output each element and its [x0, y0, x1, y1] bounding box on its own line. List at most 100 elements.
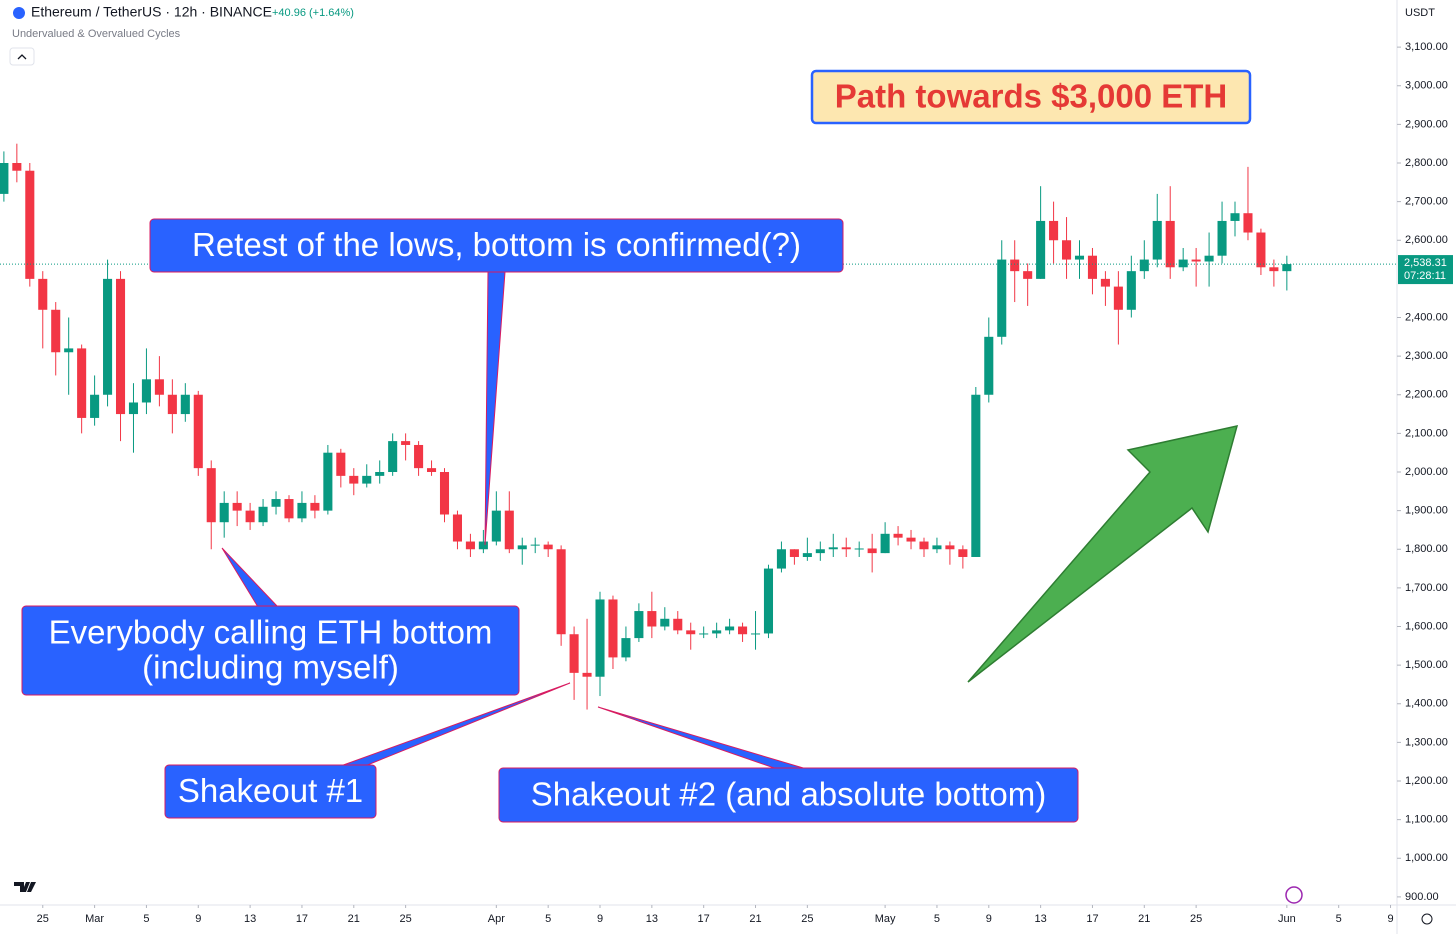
candle-body: [103, 278, 113, 395]
candle-body: [1178, 259, 1188, 268]
candle-body: [517, 545, 527, 550]
x-tick-label: 9: [1387, 913, 1393, 925]
settings-icon[interactable]: [1421, 913, 1433, 925]
candle-body: [932, 545, 942, 550]
logo: [14, 882, 36, 892]
x-tick-label: 9: [986, 913, 992, 925]
candle-body: [64, 348, 74, 353]
x-tick-label: 25: [399, 913, 411, 925]
candle-body: [1074, 255, 1085, 260]
candle-body: [673, 618, 683, 631]
y-tick-label: 1,600.00: [1405, 620, 1448, 632]
x-tick-label: Apr: [488, 913, 505, 925]
change: +40.96 (+1.64%): [272, 7, 354, 19]
y-tick-label: 1,400.00: [1405, 698, 1448, 710]
candle-body: [258, 506, 268, 523]
candle-body: [919, 541, 929, 550]
candle-body: [725, 626, 735, 631]
header: Ethereum / TetherUS · 12h · BINANCE +40.…: [9, 4, 1435, 925]
y-tick-label: 2,300.00: [1405, 350, 1448, 362]
x-tick-label: 17: [698, 913, 710, 925]
y-tick-label: 2,700.00: [1405, 196, 1448, 208]
last-price-box: [1398, 255, 1453, 285]
annotation-text: Shakeout #2 (and absolute bottom): [531, 776, 1047, 813]
collapse-icon: [17, 54, 27, 60]
candle-body: [180, 394, 190, 415]
candle-body: [1282, 264, 1292, 272]
candle-body: [1191, 259, 1201, 262]
candle-body: [893, 533, 903, 538]
candle-body: [465, 541, 475, 550]
candle-body: [0, 163, 9, 194]
candle-body: [1217, 220, 1227, 256]
candle-body: [206, 468, 216, 523]
candle-body: [375, 472, 385, 476]
symbol-icon: [13, 7, 25, 19]
x-tick-label: Jun: [1278, 913, 1296, 925]
candle-body: [310, 502, 320, 511]
candle-body: [388, 441, 398, 473]
alert-icon[interactable]: [1285, 886, 1303, 904]
annotation-box: [498, 767, 1079, 823]
y-tick-label: 2,800.00: [1405, 157, 1448, 169]
candle-body: [958, 549, 968, 557]
candle-body: [828, 547, 838, 550]
candle-body: [686, 630, 696, 635]
y-tick-label: 2,200.00: [1405, 389, 1448, 401]
currency: USDT: [1405, 7, 1435, 19]
candle-body: [1036, 220, 1046, 279]
candle-body: [245, 510, 255, 523]
candle-body: [984, 336, 994, 395]
candle-body: [660, 618, 670, 627]
candle-body: [750, 633, 761, 635]
candle-body: [841, 547, 851, 550]
candle-body: [1230, 213, 1240, 221]
candle-body: [1062, 240, 1072, 260]
symbol: Ethereum / TetherUS · 12h · BINANCE: [31, 4, 272, 20]
candle-body: [219, 502, 229, 523]
candle-body: [880, 533, 890, 554]
candle-body: [556, 549, 566, 635]
y-tick-label: 1,300.00: [1405, 736, 1448, 748]
candle-body: [1139, 259, 1149, 272]
annotation-text: (including myself): [142, 649, 399, 686]
candle-body: [608, 599, 618, 658]
candle-body: [699, 633, 709, 635]
candle-body: [297, 502, 307, 519]
y-tick-label: 1,900.00: [1405, 505, 1448, 517]
candle-body: [452, 514, 462, 542]
candle-body: [1165, 220, 1175, 268]
x-tick-label: 9: [597, 913, 603, 925]
x-tick-label: 25: [801, 913, 813, 925]
annotation-box: [21, 605, 520, 696]
x-tick-label: 25: [1190, 913, 1202, 925]
annotation-text: Path towards $3,000 ETH: [835, 78, 1227, 115]
annotation-text: Everybody calling ETH bottom: [49, 614, 493, 651]
annotation-box: [810, 69, 1252, 125]
x-tick-label: 13: [1034, 913, 1046, 925]
y-tick-label: 1,000.00: [1405, 852, 1448, 864]
candle-body: [12, 163, 22, 171]
candle-body: [1126, 271, 1136, 310]
candle-body: [128, 402, 139, 415]
y-tick-label: 2,100.00: [1405, 427, 1448, 439]
candle-body: [271, 499, 281, 507]
candle-body: [712, 630, 722, 634]
candle-body: [971, 394, 981, 557]
candle-body: [1113, 286, 1123, 310]
y-tick-label: 2,000.00: [1405, 466, 1448, 478]
y-tick-label: 2,400.00: [1405, 311, 1448, 323]
x-tick-label: 13: [244, 913, 256, 925]
candle-body: [634, 611, 644, 639]
candle-body: [38, 278, 48, 310]
candle-body: [154, 379, 164, 395]
candle-body: [945, 545, 955, 550]
green-arrow: [967, 425, 1239, 683]
candle-body: [1243, 213, 1253, 233]
x-tick-label: 5: [545, 913, 551, 925]
candle-body: [854, 548, 864, 550]
x-tick-label: 21: [1138, 913, 1150, 925]
countdown: 07:28:11: [1404, 270, 1446, 282]
collapse-button[interactable]: [9, 47, 35, 66]
